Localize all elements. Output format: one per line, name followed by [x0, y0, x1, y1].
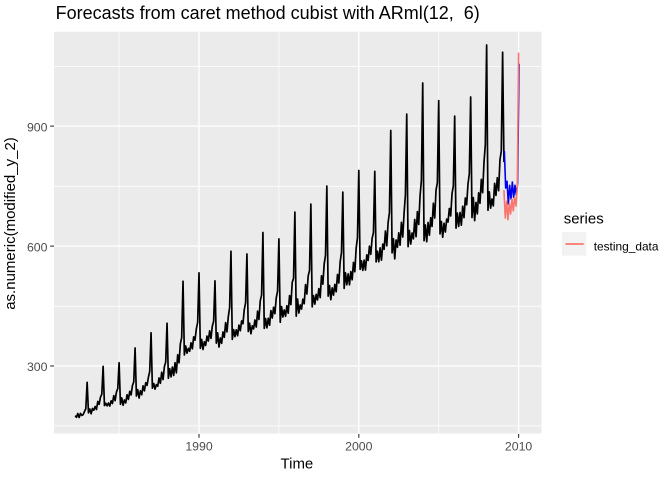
svg-text:Time: Time	[281, 456, 314, 473]
svg-text:900: 900	[27, 120, 48, 134]
svg-text:2000: 2000	[345, 439, 373, 453]
svg-text:300: 300	[27, 360, 48, 374]
svg-text:as.numeric(modified_y_2): as.numeric(modified_y_2)	[2, 137, 19, 310]
svg-text:series: series	[564, 211, 604, 228]
svg-text:1990: 1990	[185, 439, 213, 453]
svg-text:Forecasts from caret method cu: Forecasts from caret method cubist with …	[56, 3, 480, 23]
svg-text:600: 600	[27, 240, 48, 254]
svg-text:2010: 2010	[505, 439, 533, 453]
svg-text:testing_data: testing_data	[594, 240, 659, 254]
